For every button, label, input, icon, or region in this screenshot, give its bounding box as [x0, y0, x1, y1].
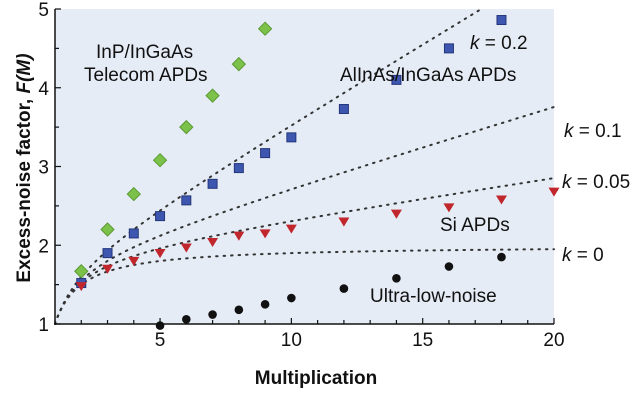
reference-curves	[54, 8, 555, 325]
data-point	[233, 163, 244, 174]
x-tick-label: 10	[281, 330, 302, 351]
k-label-0: k = 0	[562, 245, 604, 266]
data-point	[548, 187, 560, 197]
axes	[54, 8, 555, 325]
k-label-0.2: k = 0.2	[470, 33, 528, 54]
data-point	[152, 152, 168, 168]
plot-area	[55, 9, 554, 324]
data-point	[126, 186, 141, 202]
data-point	[207, 178, 218, 189]
y-axis-title-italic: F(M)	[14, 53, 35, 93]
k-symbol: k	[562, 172, 573, 193]
x-tick-label: 5	[155, 330, 166, 351]
data-point	[259, 229, 271, 239]
data-point	[495, 195, 507, 205]
reference-curve-k-0.05	[54, 177, 555, 325]
data-point	[181, 195, 192, 206]
data-point	[128, 228, 139, 239]
data-point	[207, 237, 219, 248]
y-axis-title-main: Excess-noise factor,	[14, 94, 35, 283]
data-point	[338, 217, 350, 227]
series-circle	[155, 252, 506, 330]
k-symbol: k	[564, 121, 575, 142]
y-tick-label: 1	[38, 315, 49, 336]
data-point	[497, 252, 506, 262]
data-point	[102, 264, 114, 274]
annotation-si: Si APDs	[440, 215, 510, 236]
data-point	[155, 211, 166, 222]
data-point	[286, 132, 297, 143]
data-point	[391, 74, 402, 85]
data-point	[233, 231, 245, 241]
k-label-0.1: k = 0.1	[564, 121, 622, 142]
annotation-inp-line2: Telecom APDs	[84, 65, 208, 86]
data-point	[443, 203, 455, 213]
annotation-alinas: AlInAs/InGaAs APDs	[340, 65, 516, 86]
data-point	[179, 119, 194, 135]
data-point	[287, 293, 296, 303]
data-point	[444, 262, 454, 271]
reference-curve-k-0.2	[54, 8, 482, 325]
data-point	[231, 56, 247, 72]
data-point	[102, 248, 113, 259]
series-square	[76, 15, 507, 289]
k-value: = 0.05	[572, 172, 631, 193]
data-point	[75, 282, 87, 292]
tick-labels: 5 10 15 20 1 2 3 4 5	[38, 0, 564, 351]
k-symbol: k	[470, 33, 481, 54]
data-point	[390, 209, 402, 219]
data-point	[182, 314, 191, 324]
data-point	[392, 274, 401, 283]
series-diamond	[74, 21, 273, 279]
data-point	[100, 222, 115, 237]
data-point	[496, 15, 507, 26]
data-point	[128, 256, 140, 266]
data-point	[260, 148, 271, 159]
data-point	[338, 104, 349, 115]
x-axis-title: Multiplication	[255, 368, 377, 389]
data-point	[443, 43, 454, 54]
data-point	[257, 21, 273, 36]
annotation-inp-line1: InP/InGaAs	[96, 42, 193, 63]
x-tick-label: 15	[412, 330, 433, 351]
data-point	[208, 310, 217, 319]
data-point	[154, 249, 166, 259]
y-axis-title: Excess-noise factor, F(M)	[14, 53, 35, 282]
y-tick-label: 4	[38, 79, 49, 100]
data-point	[285, 224, 297, 234]
y-tick-label: 3	[38, 158, 49, 179]
data-point	[339, 284, 349, 293]
data-point	[260, 300, 270, 309]
annotation-ultra-low-noise: Ultra-low-noise	[370, 286, 497, 307]
data-point	[180, 243, 192, 253]
reference-curve-k-0	[54, 248, 555, 325]
x-tick-label: 20	[543, 330, 564, 351]
series-triangle-down	[75, 187, 560, 292]
data-point	[74, 264, 89, 279]
y-tick-label: 2	[38, 236, 49, 257]
k-label-0.05: k = 0.05	[562, 172, 630, 193]
y-tick-label: 5	[38, 0, 49, 21]
k-symbol: k	[562, 245, 573, 266]
k-value: = 0.1	[574, 121, 622, 142]
data-points	[74, 15, 560, 330]
data-point	[205, 88, 220, 103]
k-value: = 0.2	[480, 33, 528, 54]
data-point	[234, 305, 244, 315]
k-value: = 0	[572, 245, 604, 266]
